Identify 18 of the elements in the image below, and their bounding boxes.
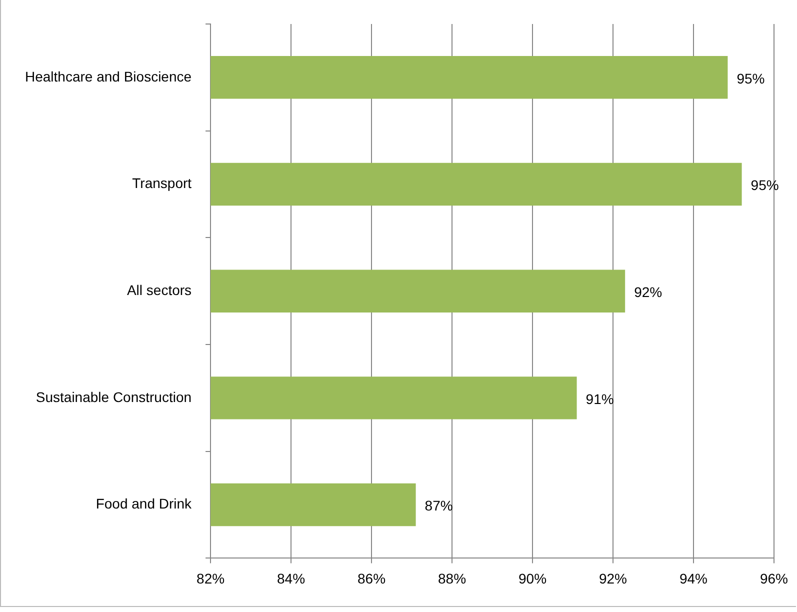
data-label: 95% bbox=[736, 70, 765, 86]
y-tick-label: Healthcare and Bioscience bbox=[24, 68, 192, 84]
x-tick-label: 96% bbox=[760, 570, 788, 586]
x-tick-label: 90% bbox=[518, 570, 547, 586]
y-tick-label: Food and Drink bbox=[96, 496, 193, 512]
y-tick-label: Sustainable Construction bbox=[36, 388, 192, 405]
y-tick-label: Transport bbox=[132, 175, 192, 192]
y-tick-label: All sectors bbox=[126, 282, 192, 298]
x-tick-label: 86% bbox=[358, 570, 386, 586]
x-tick-label: 92% bbox=[598, 570, 628, 586]
data-label: 91% bbox=[586, 390, 614, 407]
data-label: 92% bbox=[634, 284, 662, 300]
data-label: 87% bbox=[424, 498, 453, 514]
data-label: 95% bbox=[750, 177, 779, 194]
x-tick-label: 88% bbox=[438, 570, 466, 586]
x-tick-label: 94% bbox=[679, 570, 708, 586]
x-tick-label: 84% bbox=[277, 570, 306, 586]
x-tick-label: 82% bbox=[196, 570, 225, 586]
